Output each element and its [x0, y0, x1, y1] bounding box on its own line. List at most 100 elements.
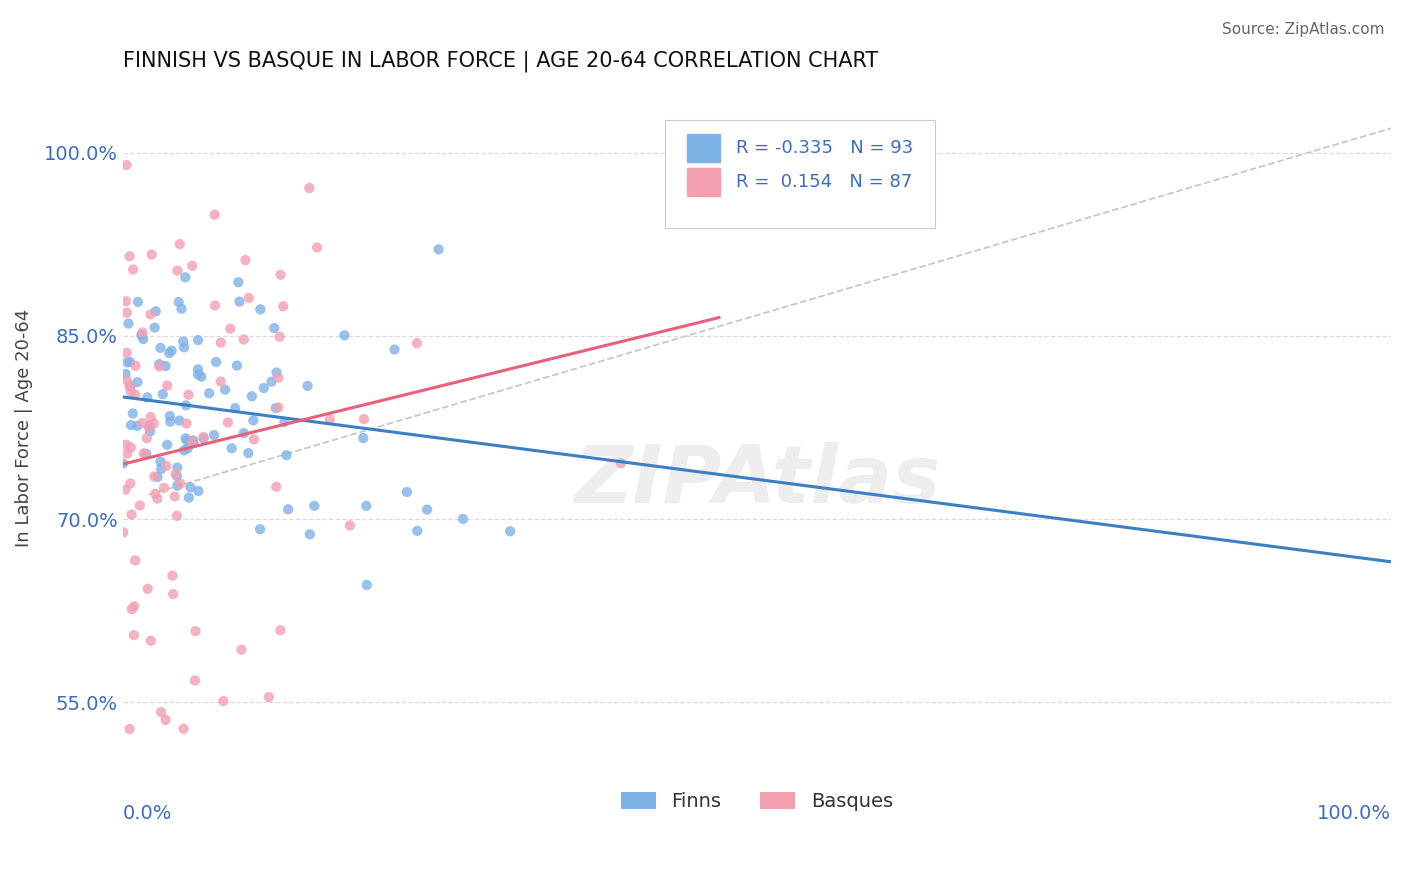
Basques	[177, 388, 200, 402]
Finns	[263, 321, 285, 335]
Finns	[187, 483, 209, 498]
Basques	[112, 525, 135, 540]
Basques	[209, 375, 232, 389]
Basques	[298, 181, 321, 195]
Finns	[136, 391, 159, 405]
Basques	[139, 633, 162, 648]
Finns	[304, 499, 326, 513]
Finns	[131, 328, 153, 343]
Finns	[179, 480, 201, 494]
Basques	[305, 240, 328, 254]
Finns	[157, 346, 180, 360]
Text: R = -0.335   N = 93: R = -0.335 N = 93	[735, 139, 912, 157]
Basques	[124, 553, 146, 567]
Finns	[115, 355, 138, 369]
Basques	[257, 690, 280, 704]
Basques	[209, 335, 232, 350]
Basques	[118, 722, 141, 736]
Finns	[226, 275, 249, 289]
Basques	[156, 378, 179, 392]
Finns	[406, 524, 429, 538]
Finns	[118, 355, 141, 369]
Basques	[131, 326, 153, 340]
Finns	[214, 383, 236, 397]
Basques	[184, 624, 207, 639]
Finns	[112, 457, 135, 471]
Finns	[167, 295, 190, 310]
Basques	[269, 624, 291, 638]
Finns	[152, 387, 174, 401]
Basques	[169, 237, 191, 252]
Basques	[238, 291, 260, 305]
Text: ZIPAtlas: ZIPAtlas	[574, 442, 941, 520]
Finns	[297, 379, 319, 393]
Basques	[243, 433, 266, 447]
Basques	[173, 722, 195, 736]
Finns	[174, 398, 197, 412]
Basques	[155, 713, 177, 727]
Finns	[260, 375, 283, 389]
Basques	[231, 642, 253, 657]
Finns	[173, 340, 195, 354]
Text: 0.0%: 0.0%	[122, 804, 173, 822]
Finns	[193, 432, 215, 446]
Finns	[120, 418, 142, 433]
Basques	[269, 329, 291, 343]
Basques	[139, 410, 162, 425]
Finns	[221, 442, 243, 456]
Finns	[143, 320, 166, 334]
Y-axis label: In Labor Force | Age 20-64: In Labor Force | Age 20-64	[15, 309, 32, 547]
Basques	[141, 247, 163, 261]
Basques	[204, 208, 226, 222]
Finns	[232, 426, 254, 441]
Basques	[138, 420, 160, 434]
Finns	[205, 355, 228, 369]
Finns	[187, 362, 209, 376]
Basques	[176, 417, 198, 431]
Finns	[127, 294, 149, 309]
Basques	[118, 379, 141, 393]
Finns	[177, 442, 200, 456]
Finns	[198, 386, 221, 401]
Basques	[163, 490, 186, 504]
Finns	[242, 413, 264, 427]
Finns	[276, 448, 298, 462]
Basques	[165, 467, 187, 482]
Basques	[217, 416, 239, 430]
Finns	[499, 524, 522, 539]
Finns	[333, 328, 356, 343]
Finns	[298, 527, 321, 541]
Finns	[187, 368, 209, 382]
Basques	[264, 480, 287, 494]
Basques	[353, 412, 375, 426]
Basques	[117, 447, 139, 461]
Finns	[249, 302, 271, 317]
Finns	[166, 478, 188, 492]
Finns	[138, 418, 160, 433]
Basques	[146, 491, 169, 506]
Finns	[224, 401, 246, 416]
Finns	[139, 425, 162, 439]
Finns	[228, 294, 250, 309]
Finns	[226, 359, 249, 373]
Finns	[174, 431, 197, 445]
Finns	[159, 409, 181, 423]
Finns	[238, 446, 260, 460]
Finns	[114, 367, 136, 381]
Basques	[610, 456, 633, 470]
Finns	[451, 512, 474, 526]
Basques	[122, 599, 145, 614]
Basques	[181, 434, 204, 449]
Basques	[121, 508, 143, 522]
Finns	[173, 443, 195, 458]
Basques	[143, 469, 166, 483]
Basques	[319, 412, 342, 426]
Text: 100.0%: 100.0%	[1317, 804, 1391, 822]
Finns	[166, 460, 188, 475]
Finns	[156, 438, 179, 452]
Finns	[120, 379, 142, 393]
Basques	[406, 336, 429, 351]
Basques	[270, 268, 292, 282]
Finns	[277, 502, 299, 516]
Basques	[148, 359, 170, 374]
